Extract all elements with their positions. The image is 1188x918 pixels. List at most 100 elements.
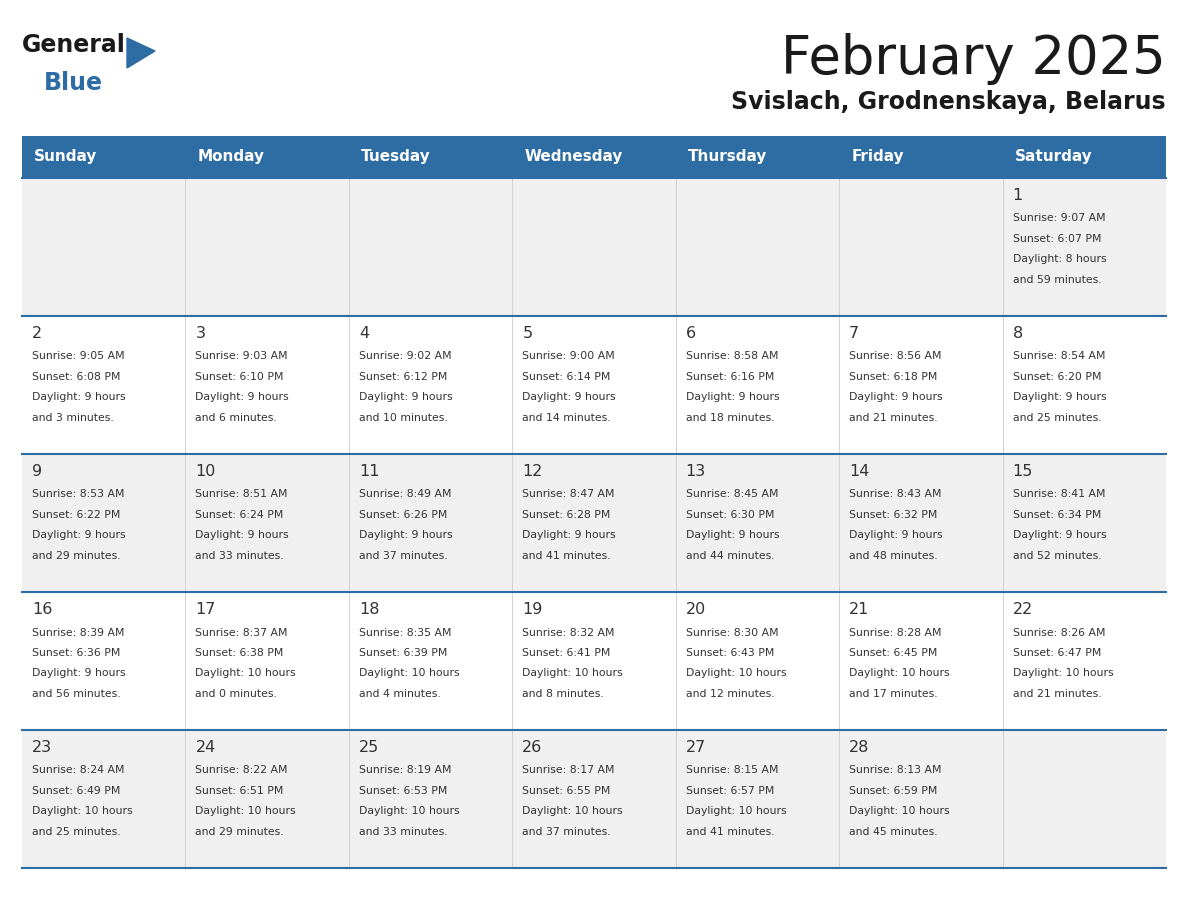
- Text: Daylight: 10 hours: Daylight: 10 hours: [685, 807, 786, 816]
- Text: Sunset: 6:51 PM: Sunset: 6:51 PM: [196, 786, 284, 796]
- Text: Sunrise: 8:56 AM: Sunrise: 8:56 AM: [849, 352, 942, 362]
- Text: 1: 1: [1012, 188, 1023, 203]
- Text: Sunrise: 8:15 AM: Sunrise: 8:15 AM: [685, 766, 778, 776]
- Text: Sunset: 6:24 PM: Sunset: 6:24 PM: [196, 510, 284, 520]
- Text: Sunset: 6:18 PM: Sunset: 6:18 PM: [849, 372, 937, 382]
- Text: Daylight: 9 hours: Daylight: 9 hours: [685, 393, 779, 402]
- Text: Daylight: 10 hours: Daylight: 10 hours: [849, 668, 949, 678]
- Text: Saturday: Saturday: [1015, 150, 1092, 164]
- Text: Sunrise: 8:39 AM: Sunrise: 8:39 AM: [32, 628, 125, 637]
- Text: 5: 5: [523, 326, 532, 341]
- Text: Daylight: 10 hours: Daylight: 10 hours: [1012, 668, 1113, 678]
- Text: and 29 minutes.: and 29 minutes.: [32, 551, 121, 561]
- Text: Daylight: 10 hours: Daylight: 10 hours: [685, 668, 786, 678]
- Text: 11: 11: [359, 464, 379, 479]
- Text: 10: 10: [196, 464, 216, 479]
- Text: Sunset: 6:28 PM: Sunset: 6:28 PM: [523, 510, 611, 520]
- Text: Sunday: Sunday: [34, 150, 97, 164]
- Text: Daylight: 10 hours: Daylight: 10 hours: [523, 807, 623, 816]
- Text: Wednesday: Wednesday: [524, 150, 623, 164]
- Text: Sunrise: 8:22 AM: Sunrise: 8:22 AM: [196, 766, 287, 776]
- Text: Sunrise: 8:32 AM: Sunrise: 8:32 AM: [523, 628, 614, 637]
- Text: 28: 28: [849, 740, 870, 755]
- Text: Sunset: 6:38 PM: Sunset: 6:38 PM: [196, 648, 284, 658]
- Text: 24: 24: [196, 740, 216, 755]
- Text: and 12 minutes.: and 12 minutes.: [685, 689, 775, 699]
- Text: Sunset: 6:12 PM: Sunset: 6:12 PM: [359, 372, 447, 382]
- Text: Daylight: 9 hours: Daylight: 9 hours: [1012, 531, 1106, 541]
- Text: 15: 15: [1012, 464, 1032, 479]
- Text: and 21 minutes.: and 21 minutes.: [849, 413, 937, 423]
- Text: Sunrise: 8:24 AM: Sunrise: 8:24 AM: [32, 766, 125, 776]
- Text: Sunrise: 8:30 AM: Sunrise: 8:30 AM: [685, 628, 778, 637]
- Text: and 0 minutes.: and 0 minutes.: [196, 689, 277, 699]
- Text: Sunrise: 8:13 AM: Sunrise: 8:13 AM: [849, 766, 942, 776]
- Text: Daylight: 9 hours: Daylight: 9 hours: [1012, 393, 1106, 402]
- Text: Sunset: 6:20 PM: Sunset: 6:20 PM: [1012, 372, 1101, 382]
- Text: Tuesday: Tuesday: [361, 150, 430, 164]
- Text: and 6 minutes.: and 6 minutes.: [196, 413, 277, 423]
- Text: 6: 6: [685, 326, 696, 341]
- Text: Sunset: 6:41 PM: Sunset: 6:41 PM: [523, 648, 611, 658]
- Text: Sunset: 6:30 PM: Sunset: 6:30 PM: [685, 510, 775, 520]
- Text: 12: 12: [523, 464, 543, 479]
- Text: 16: 16: [32, 602, 52, 617]
- Text: and 41 minutes.: and 41 minutes.: [523, 551, 611, 561]
- Text: Daylight: 8 hours: Daylight: 8 hours: [1012, 254, 1106, 264]
- Text: and 37 minutes.: and 37 minutes.: [359, 551, 448, 561]
- Text: 2: 2: [32, 326, 42, 341]
- Text: Daylight: 9 hours: Daylight: 9 hours: [523, 393, 615, 402]
- Text: and 10 minutes.: and 10 minutes.: [359, 413, 448, 423]
- Text: Sunset: 6:36 PM: Sunset: 6:36 PM: [32, 648, 120, 658]
- Text: and 44 minutes.: and 44 minutes.: [685, 551, 775, 561]
- Text: Sunrise: 8:28 AM: Sunrise: 8:28 AM: [849, 628, 942, 637]
- Text: Thursday: Thursday: [688, 150, 767, 164]
- Text: Sunset: 6:39 PM: Sunset: 6:39 PM: [359, 648, 447, 658]
- Text: Sunset: 6:45 PM: Sunset: 6:45 PM: [849, 648, 937, 658]
- Text: Daylight: 10 hours: Daylight: 10 hours: [523, 668, 623, 678]
- Text: 4: 4: [359, 326, 369, 341]
- Text: Daylight: 9 hours: Daylight: 9 hours: [849, 531, 943, 541]
- Text: Sunset: 6:43 PM: Sunset: 6:43 PM: [685, 648, 775, 658]
- Text: Sunrise: 8:49 AM: Sunrise: 8:49 AM: [359, 489, 451, 499]
- Text: Daylight: 10 hours: Daylight: 10 hours: [359, 807, 460, 816]
- Text: 8: 8: [1012, 326, 1023, 341]
- Text: Daylight: 9 hours: Daylight: 9 hours: [523, 531, 615, 541]
- Text: Sunrise: 9:03 AM: Sunrise: 9:03 AM: [196, 352, 287, 362]
- Text: Daylight: 9 hours: Daylight: 9 hours: [849, 393, 943, 402]
- Text: Sunrise: 9:00 AM: Sunrise: 9:00 AM: [523, 352, 615, 362]
- Text: Sunset: 6:14 PM: Sunset: 6:14 PM: [523, 372, 611, 382]
- Text: Svislach, Grodnenskaya, Belarus: Svislach, Grodnenskaya, Belarus: [732, 90, 1165, 114]
- Text: and 33 minutes.: and 33 minutes.: [359, 827, 448, 837]
- Text: Sunset: 6:32 PM: Sunset: 6:32 PM: [849, 510, 937, 520]
- Text: Sunrise: 8:54 AM: Sunrise: 8:54 AM: [1012, 352, 1105, 362]
- Text: Sunrise: 8:53 AM: Sunrise: 8:53 AM: [32, 489, 125, 499]
- Text: Sunrise: 8:35 AM: Sunrise: 8:35 AM: [359, 628, 451, 637]
- Text: and 14 minutes.: and 14 minutes.: [523, 413, 611, 423]
- Text: Sunset: 6:53 PM: Sunset: 6:53 PM: [359, 786, 447, 796]
- Text: Daylight: 9 hours: Daylight: 9 hours: [32, 393, 126, 402]
- Text: 17: 17: [196, 602, 216, 617]
- Text: 27: 27: [685, 740, 706, 755]
- Text: and 29 minutes.: and 29 minutes.: [196, 827, 284, 837]
- Bar: [23, 730, 1165, 868]
- Text: Sunset: 6:10 PM: Sunset: 6:10 PM: [196, 372, 284, 382]
- Text: Sunrise: 8:37 AM: Sunrise: 8:37 AM: [196, 628, 287, 637]
- Text: 18: 18: [359, 602, 379, 617]
- Text: and 25 minutes.: and 25 minutes.: [1012, 413, 1101, 423]
- Bar: [23, 316, 1165, 454]
- Polygon shape: [127, 38, 154, 68]
- Text: and 33 minutes.: and 33 minutes.: [196, 551, 284, 561]
- Text: 23: 23: [32, 740, 52, 755]
- Text: Sunset: 6:57 PM: Sunset: 6:57 PM: [685, 786, 775, 796]
- Text: and 25 minutes.: and 25 minutes.: [32, 827, 121, 837]
- Text: Sunset: 6:22 PM: Sunset: 6:22 PM: [32, 510, 120, 520]
- Text: Daylight: 9 hours: Daylight: 9 hours: [32, 531, 126, 541]
- Text: Daylight: 9 hours: Daylight: 9 hours: [685, 531, 779, 541]
- Text: 22: 22: [1012, 602, 1032, 617]
- Text: and 3 minutes.: and 3 minutes.: [32, 413, 114, 423]
- Text: and 56 minutes.: and 56 minutes.: [32, 689, 121, 699]
- Text: Sunrise: 9:05 AM: Sunrise: 9:05 AM: [32, 352, 125, 362]
- Text: 20: 20: [685, 602, 706, 617]
- Text: and 18 minutes.: and 18 minutes.: [685, 413, 775, 423]
